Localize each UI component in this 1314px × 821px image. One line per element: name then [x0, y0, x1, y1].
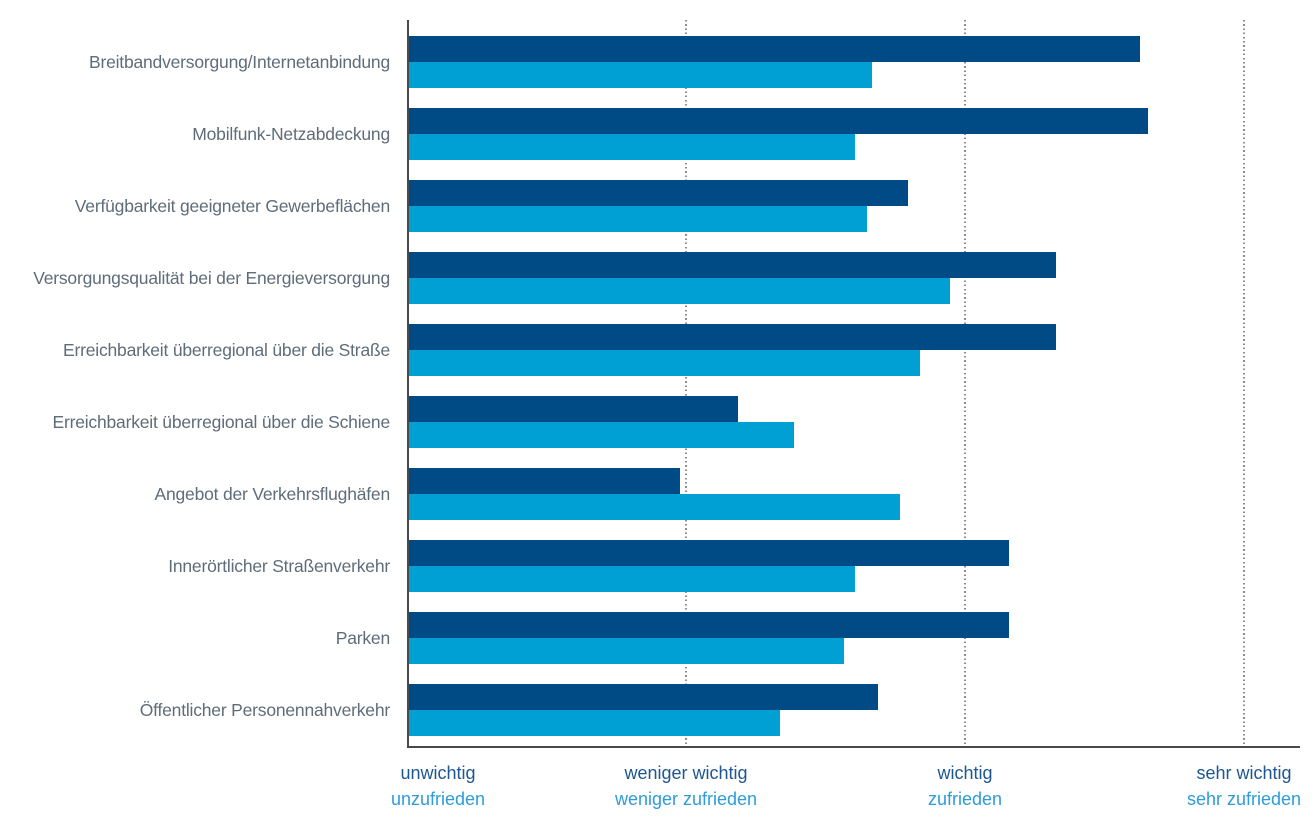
- satisfaction-bar-1: [409, 134, 855, 160]
- importance-bar-5: [409, 396, 738, 422]
- category-label-4: Erreichbarkeit überregional über die Str…: [63, 340, 390, 360]
- category-label-6: Angebot der Verkehrsflughäfen: [154, 484, 391, 504]
- satisfaction-bar-8: [409, 638, 844, 664]
- satisfaction-bar-9: [409, 710, 780, 736]
- category-label-1: Mobilfunk-Netzabdeckung: [192, 124, 390, 144]
- satisfaction-bar-7: [409, 566, 855, 592]
- plot-area: [407, 20, 1300, 748]
- importance-bar-1: [409, 108, 1148, 134]
- category-label-0: Breitbandversorgung/Internetanbindung: [88, 52, 390, 72]
- importance-bar-8: [409, 612, 1009, 638]
- category-label-7: Innerörtlicher Straßenverkehr: [168, 556, 390, 576]
- satisfaction-scale-label: zufrieden: [927, 789, 1003, 809]
- importance-bar-7: [409, 540, 1009, 566]
- importance-scale-label: unwichtig: [400, 763, 476, 783]
- category-label-9: Öffentlicher Personennahverkehr: [139, 700, 390, 720]
- vertical-gridline: [1243, 20, 1245, 746]
- satisfaction-bar-3: [409, 278, 950, 304]
- importance-scale-label: weniger wichtig: [624, 763, 748, 783]
- satisfaction-scale-label: weniger zufrieden: [614, 789, 758, 809]
- importance-bar-9: [409, 684, 878, 710]
- x-tick-label-4: sehr wichtig sehr zufrieden: [1187, 760, 1301, 812]
- category-label-8: Parken: [335, 628, 390, 648]
- category-label-column: Breitbandversorgung/Internetanbindung Mob…: [0, 0, 390, 821]
- satisfaction-bar-2: [409, 206, 867, 232]
- x-tick-label-3: wichtig zufrieden: [928, 760, 1002, 812]
- importance-scale-label: sehr wichtig: [1196, 763, 1292, 783]
- importance-bar-6: [409, 468, 680, 494]
- importance-bar-3: [409, 252, 1056, 278]
- satisfaction-bar-6: [409, 494, 900, 520]
- satisfaction-scale-label: sehr zufrieden: [1186, 789, 1302, 809]
- x-tick-label-2: weniger wichtig weniger zufrieden: [615, 760, 757, 812]
- vertical-gridline: [685, 20, 687, 746]
- importance-bar-0: [409, 36, 1140, 62]
- importance-bar-4: [409, 324, 1056, 350]
- satisfaction-scale-label: unzufrieden: [390, 789, 486, 809]
- category-label-3: Versorgungsqualität bei der Energieverso…: [33, 268, 390, 288]
- satisfaction-bar-5: [409, 422, 794, 448]
- x-tick-label-1: unwichtig unzufrieden: [391, 760, 485, 812]
- category-label-2: Verfügbarkeit geeigneter Gewerbeflächen: [74, 196, 390, 216]
- vertical-gridline: [964, 20, 966, 746]
- importance-bar-2: [409, 180, 908, 206]
- satisfaction-bar-0: [409, 62, 872, 88]
- satisfaction-bar-4: [409, 350, 920, 376]
- category-label-5: Erreichbarkeit überregional über die Sch…: [52, 412, 390, 432]
- importance-scale-label: wichtig: [937, 763, 993, 783]
